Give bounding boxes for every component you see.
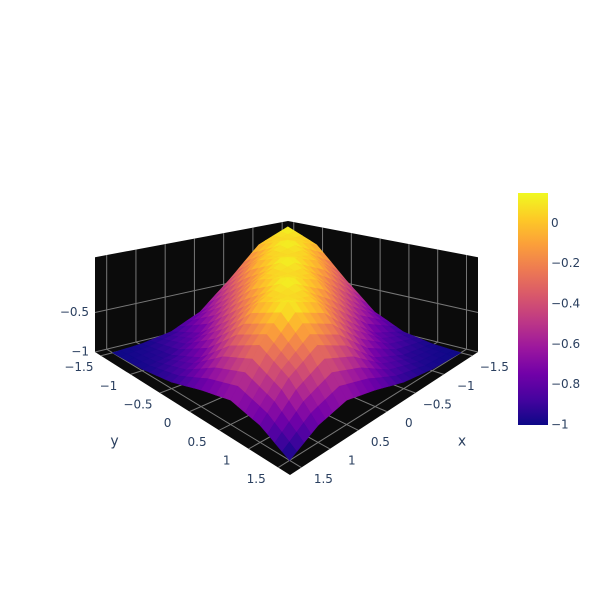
y-tick-label: −1 — [100, 379, 118, 393]
y-tick-label: 1 — [223, 453, 231, 467]
wall-left — [95, 221, 288, 352]
wall-right — [288, 221, 478, 352]
x-tick-label: −0.5 — [423, 398, 452, 412]
y-tick-label: 1.5 — [247, 472, 266, 486]
colorbar — [518, 193, 548, 425]
colorbar-tick-label: −0.4 — [551, 296, 580, 310]
x-tick-label: −1.5 — [480, 360, 509, 374]
x-tick-label: 0 — [405, 416, 413, 430]
z-tick-label: −0.5 — [60, 305, 89, 319]
y-axis-title: y — [110, 434, 118, 450]
colorbar-tick-label: −1 — [551, 418, 569, 432]
x-axis-title: x — [458, 434, 466, 450]
grid-line — [106, 348, 302, 468]
colorbar-tick-label: −0.6 — [551, 337, 580, 351]
y-tick-label: 0.5 — [188, 435, 207, 449]
x-tick-label: −1 — [457, 379, 475, 393]
y-tick-label: −0.5 — [123, 398, 152, 412]
colorbar-tick-label: −0.2 — [551, 256, 580, 270]
colorbar-tick-label: 0 — [551, 216, 559, 230]
z-tick-label: −1 — [71, 345, 89, 359]
y-tick-label: −1.5 — [64, 360, 93, 374]
x-tick-label: 0.5 — [371, 435, 390, 449]
y-tick-label: 0 — [164, 416, 172, 430]
x-tick-label: 1 — [348, 453, 356, 467]
x-tick-label: 1.5 — [314, 472, 333, 486]
colorbar-tick-label: −0.8 — [551, 377, 580, 391]
grid-line — [277, 348, 467, 468]
surface-patch — [281, 441, 298, 461]
